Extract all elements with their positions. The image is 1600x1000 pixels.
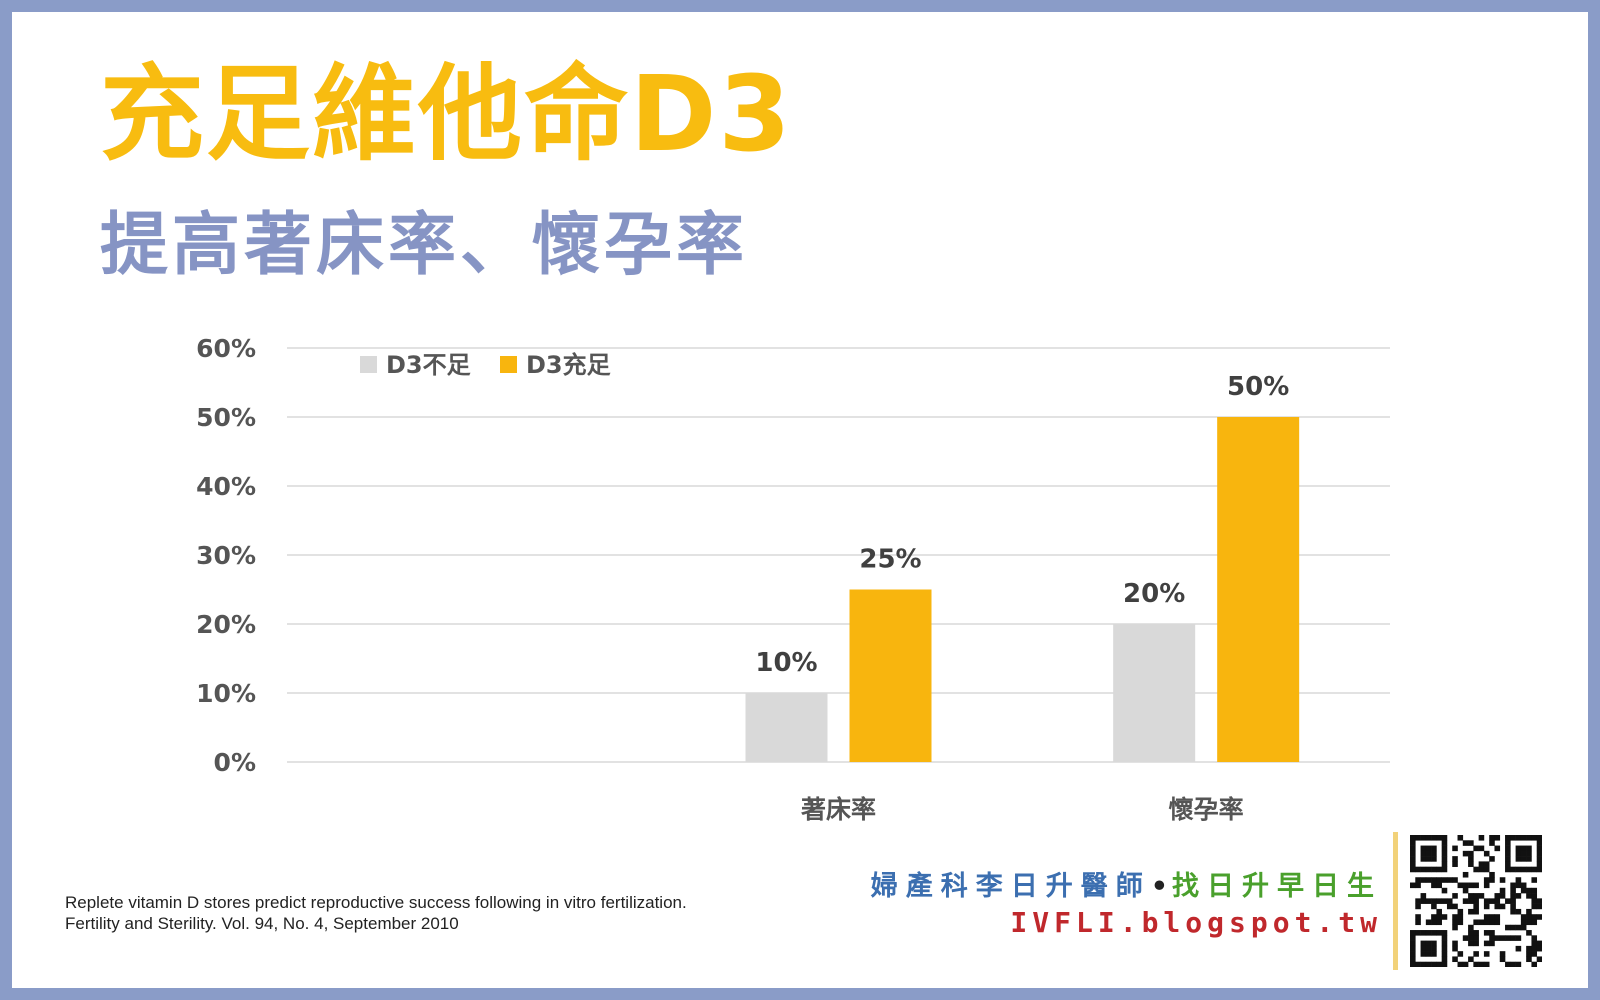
y-tick-label: 20% — [196, 610, 256, 639]
page-title: 充足維他命D3 — [100, 53, 793, 175]
y-tick-label: 50% — [196, 403, 256, 432]
bar — [849, 589, 932, 762]
legend-label: D3充足 — [526, 351, 611, 379]
bar-chart: 0% 10% 20% 30% 40% 50% 60% 10% 25% 著床率 20% 50% 懷孕率 D3… — [196, 334, 1390, 824]
y-tick-label: 0% — [214, 748, 256, 777]
y-tick-label: 10% — [196, 679, 256, 708]
data-label: 20% — [1123, 579, 1185, 609]
brand-divider — [1393, 832, 1398, 970]
brand-tagline: 婦產科李日升醫師•找日升早日生 — [871, 864, 1382, 903]
bar — [745, 693, 828, 762]
y-tick-label: 30% — [196, 541, 256, 570]
citation: Replete vitamin D stores predict reprodu… — [65, 892, 687, 934]
data-label: 25% — [859, 545, 921, 575]
y-tick-label: 60% — [196, 334, 256, 363]
legend-swatch — [360, 356, 377, 373]
citation-line-2: Fertility and Sterility. Vol. 94, No. 4,… — [65, 914, 459, 933]
legend-label: D3不足 — [386, 351, 471, 379]
qr-code-icon[interactable] — [1410, 835, 1542, 967]
data-label: 50% — [1227, 372, 1289, 402]
data-label: 10% — [755, 648, 817, 678]
y-tick-label: 40% — [196, 472, 256, 501]
x-category-label: 著床率 — [801, 795, 876, 824]
brand-doctor: 婦產科李日升醫師 — [870, 871, 1151, 902]
x-category-label: 懷孕率 — [1169, 795, 1244, 824]
bar — [1217, 417, 1300, 762]
citation-line-1: Replete vitamin D stores predict reprodu… — [65, 893, 687, 912]
brand-url-link[interactable]: IVFLI.blogspot.tw — [1010, 906, 1382, 939]
bar — [1113, 624, 1196, 762]
page-subtitle: 提高著床率、懷孕率 — [100, 206, 749, 285]
qr-modules — [1410, 835, 1542, 967]
brand-slogan: 找日升早日生 — [1172, 871, 1382, 902]
legend-swatch — [500, 356, 517, 373]
brand-separator: • — [1150, 871, 1172, 902]
